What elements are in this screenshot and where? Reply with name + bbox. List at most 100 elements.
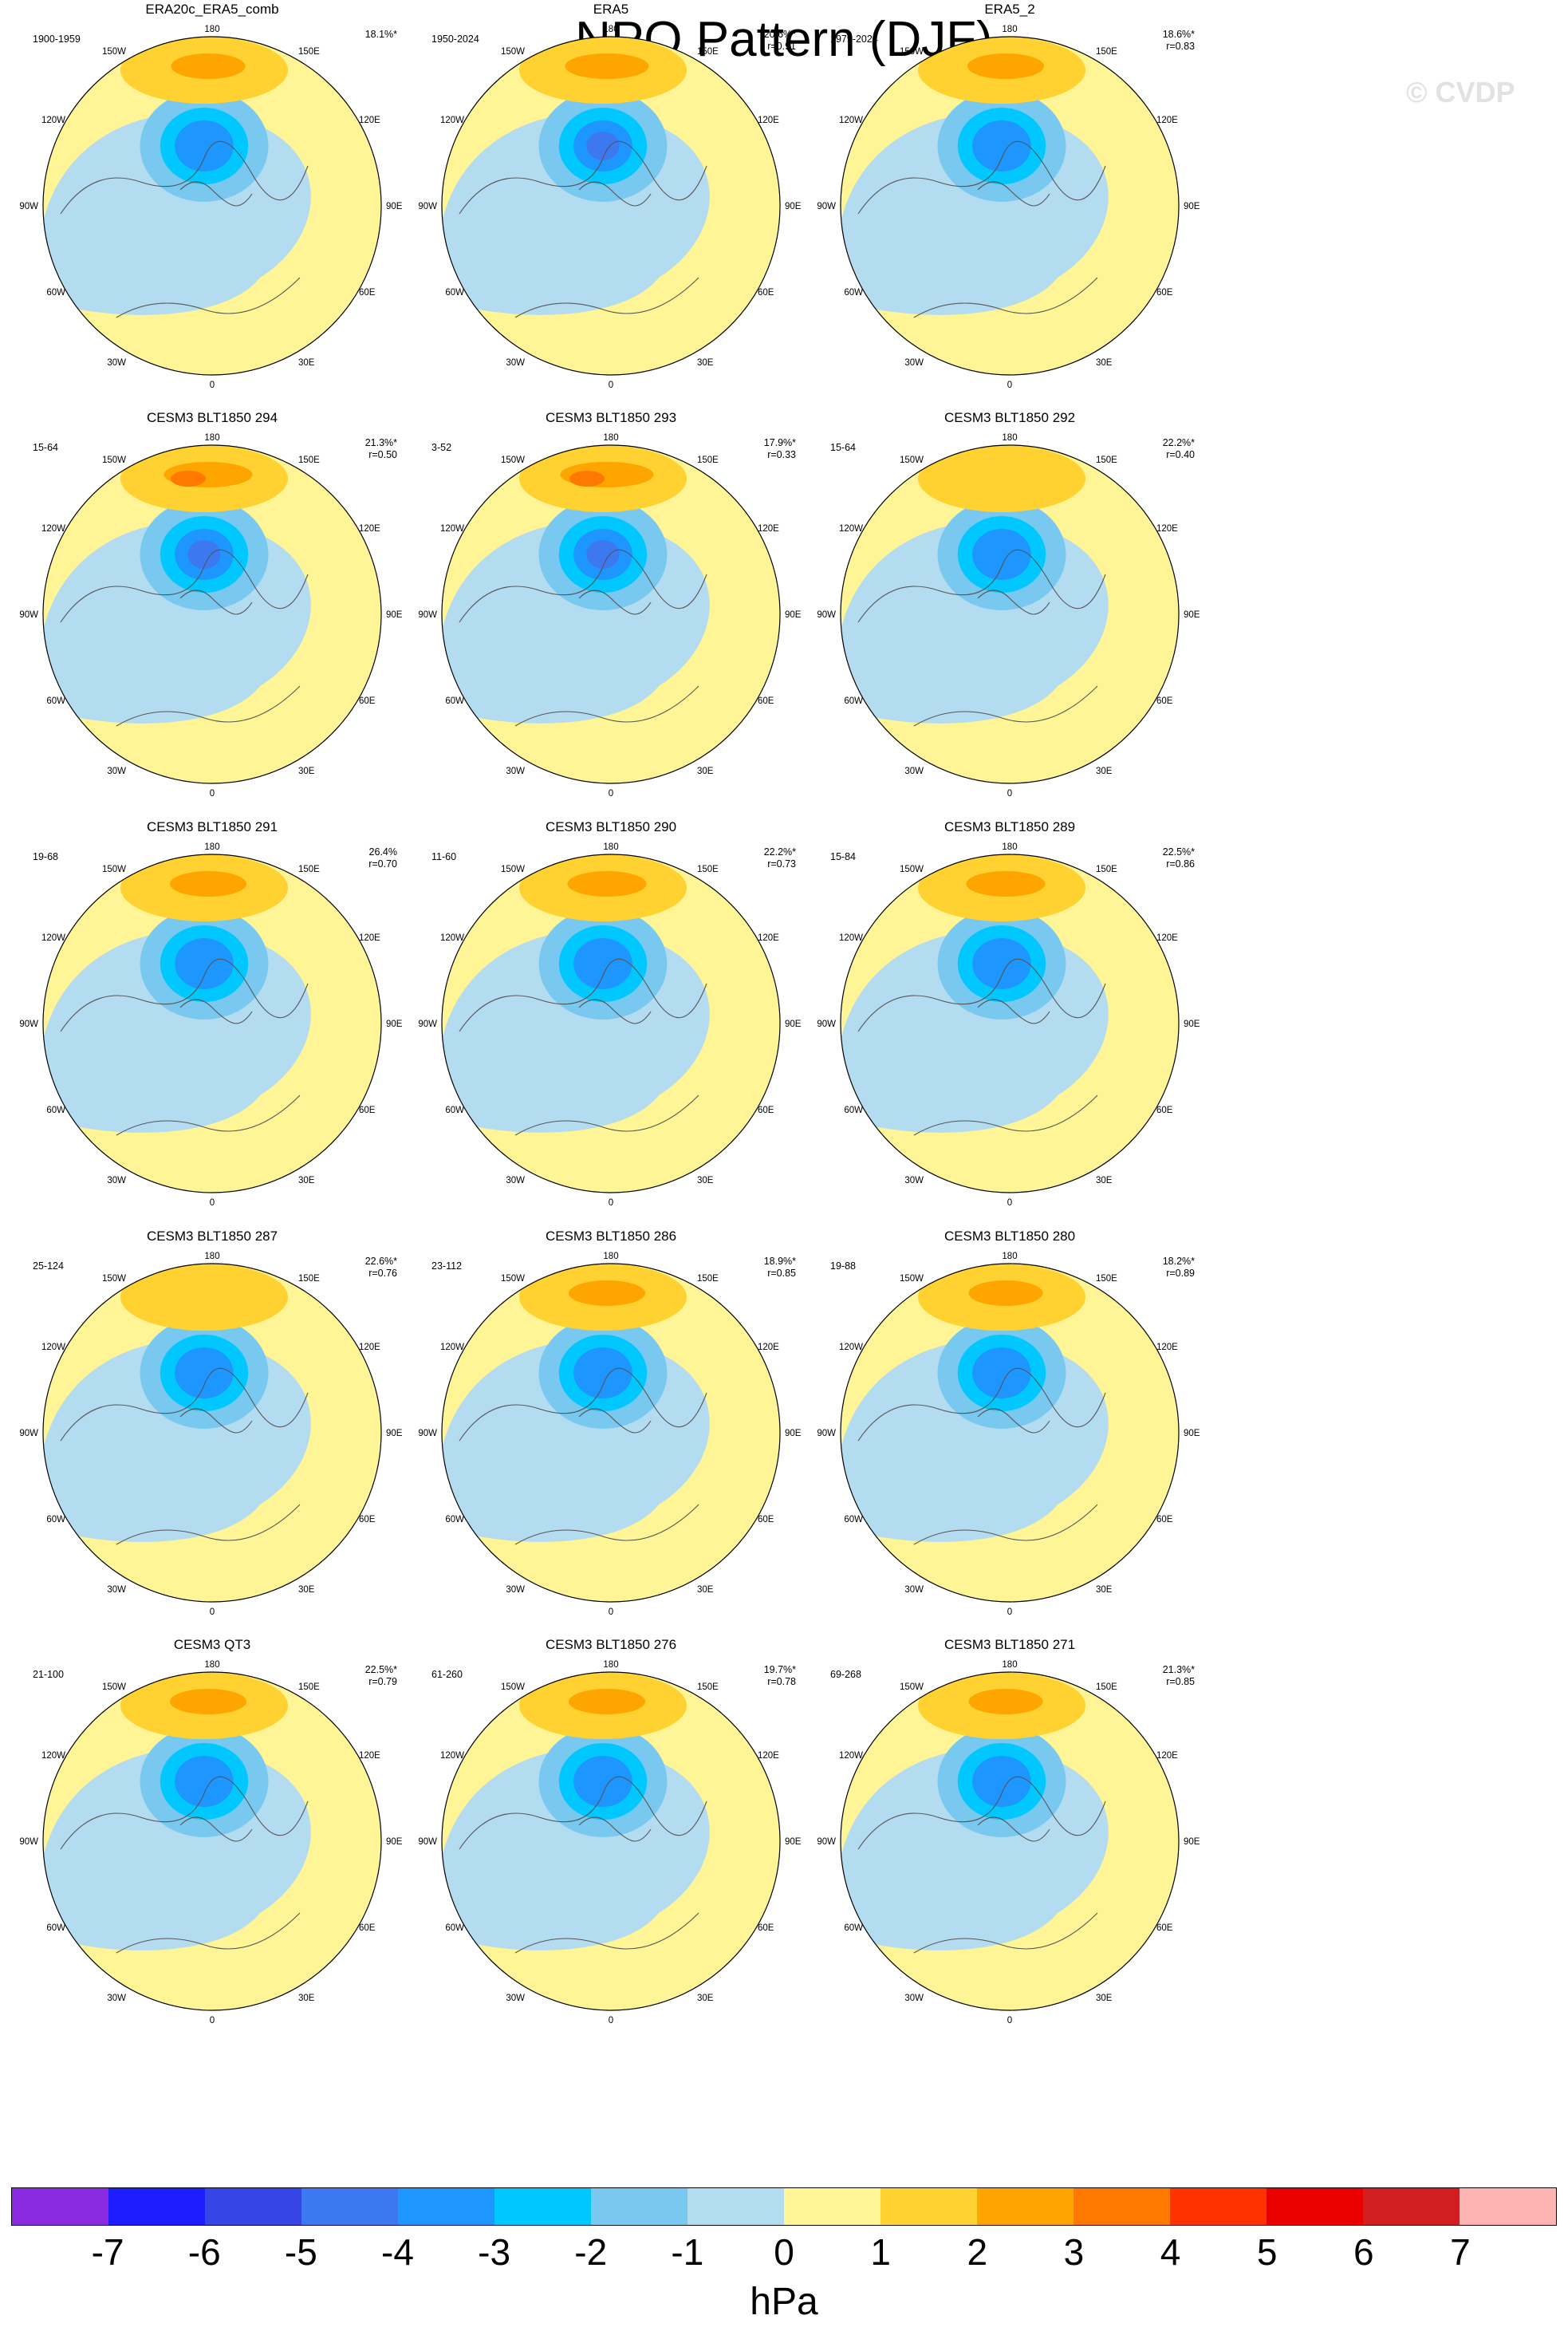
longitude-label: 180 <box>204 25 219 34</box>
longitude-label: 150W <box>102 1274 126 1284</box>
panel-title: CESM3 BLT1850 293 <box>545 410 677 425</box>
panel-year-range: 23-112 <box>431 1260 462 1272</box>
longitude-label: 180 <box>204 842 219 852</box>
longitude-label: 0 <box>210 1607 215 1617</box>
longitude-label: 60W <box>445 1923 464 1933</box>
longitude-label: 120W <box>839 1751 863 1761</box>
cvdp-watermark: © CVDP <box>1406 76 1515 108</box>
longitude-label: 0 <box>1007 1198 1012 1208</box>
longitude-label: 120E <box>359 524 380 534</box>
polar-map: 180 150W 150E 120W 120E 90W 90E 60W 60E 30W 30E 0 <box>418 842 801 1208</box>
polar-map: 180 150W 150E 120W 120E 90W 90E 60W 60E 30W 30E 0 <box>19 1252 402 1617</box>
map-boundary <box>441 1263 781 1603</box>
longitude-label: 150W <box>102 456 126 465</box>
polar-map: 180 150W 150E 120W 120E 90W 90E 60W 60E 30W 30E 0 <box>19 1660 402 2025</box>
map-boundary <box>441 854 781 1193</box>
colorbar-segment <box>1267 2188 1363 2225</box>
colorbar-segment <box>108 2188 205 2225</box>
coastlines <box>60 1776 309 1954</box>
longitude-label: 150E <box>298 865 320 874</box>
longitude-label: 30W <box>107 1176 126 1185</box>
longitude-label: 60W <box>46 1106 65 1115</box>
map-panel: ERA5_2 1979-2024 18.6%* r=0.83 180 150W 150E 12… <box>810 0 1209 408</box>
longitude-label: 30E <box>298 1994 315 2003</box>
longitude-label: 60E <box>758 696 774 706</box>
longitude-label: 120W <box>41 116 65 125</box>
longitude-label: 60E <box>359 1923 376 1933</box>
longitude-label: 60W <box>46 1923 65 1933</box>
longitude-label: 60W <box>46 1515 65 1524</box>
panel-stats: 18.2%* r=0.89 <box>1163 1256 1195 1280</box>
colorbar-segment <box>1170 2188 1267 2225</box>
colorbar-tick-label: 0 <box>774 2231 794 2273</box>
panel-pattern-correlation: r=0.85 <box>1166 1676 1195 1687</box>
map-boundary <box>42 444 382 784</box>
longitude-label: 30W <box>506 358 525 368</box>
coastlines <box>857 549 1106 727</box>
panel-title: ERA5 <box>593 2 629 17</box>
panel-year-range: 11-60 <box>431 851 457 862</box>
panel-pattern-correlation: r=0.70 <box>368 858 397 870</box>
coastlines <box>857 1367 1106 1545</box>
panel-variance-pct: 19.7%* <box>763 1664 796 1675</box>
panel-title: CESM3 QT3 <box>173 1637 251 1652</box>
high-pressure-contour <box>968 1689 1043 1714</box>
panel-title: CESM3 BLT1850 271 <box>944 1637 1076 1652</box>
panel-stats: 26.4% r=0.70 <box>368 846 397 870</box>
panel-pattern-correlation: r=0.91 <box>767 41 796 52</box>
longitude-label: 150W <box>900 47 924 57</box>
longitude-label: 90W <box>817 1020 836 1029</box>
longitude-label: 150W <box>900 456 924 465</box>
panel-variance-pct: 18.6%* <box>1162 29 1195 40</box>
longitude-label: 90E <box>785 1429 802 1438</box>
longitude-label: 30W <box>904 358 924 368</box>
map-panel: CESM3 BLT1850 287 25-124 22.6%* r=0.76 180 15… <box>13 1227 412 1635</box>
longitude-label: 30W <box>904 1994 924 2003</box>
longitude-label: 150W <box>501 1682 525 1692</box>
longitude-label: 180 <box>1002 433 1017 443</box>
panel-stats: 18.1%* <box>365 29 397 41</box>
longitude-label: 90E <box>1184 1429 1200 1438</box>
panel-pattern-correlation: r=0.86 <box>1166 858 1195 870</box>
low-pressure-contour <box>586 540 620 569</box>
longitude-label: 150W <box>102 865 126 874</box>
map-boundary <box>840 854 1180 1193</box>
longitude-label: 120W <box>440 524 464 534</box>
longitude-label: 30W <box>506 1994 525 2003</box>
longitude-label: 30W <box>904 1585 924 1595</box>
map-panel: ERA5 1950-2024 20.6%* r=0.91 180 150W 150E 120W… <box>412 0 810 408</box>
panel-pattern-correlation: r=0.85 <box>767 1268 796 1279</box>
panel-title: CESM3 BLT1850 290 <box>545 819 677 834</box>
longitude-label: 60W <box>445 1515 464 1524</box>
longitude-label: 120E <box>1156 1343 1178 1352</box>
panel-pattern-correlation: r=0.33 <box>767 449 796 460</box>
map-panel: CESM3 BLT1850 271 69-268 21.3%* r=0.85 180 15… <box>810 1635 1209 2044</box>
longitude-label: 90W <box>418 202 437 211</box>
panel-variance-pct: 18.1%* <box>364 29 397 40</box>
panel-pattern-correlation: r=0.78 <box>767 1676 796 1687</box>
longitude-label: 90E <box>1184 1020 1200 1029</box>
longitude-label: 90W <box>19 1429 38 1438</box>
polar-map: 180 150W 150E 120W 120E 90W 90E 60W 60E 30W 30E 0 <box>19 25 402 390</box>
map-panel: CESM3 QT3 21-100 22.5%* r=0.79 180 150W 150E 12… <box>13 1635 412 2044</box>
low-pressure-contour <box>175 938 234 989</box>
longitude-label: 30E <box>697 1994 714 2003</box>
colorbar-tick-label: -2 <box>574 2231 608 2273</box>
longitude-label: 30W <box>506 1585 525 1595</box>
map-panel: CESM3 BLT1850 293 3-52 17.9%* r=0.33 180 150W… <box>412 408 810 817</box>
longitude-label: 30W <box>506 1176 525 1185</box>
high-pressure-contour <box>966 871 1046 897</box>
panel-variance-pct: 21.3%* <box>364 437 397 448</box>
longitude-label: 180 <box>1002 1252 1017 1261</box>
polar-map: 180 150W 150E 120W 120E 90W 90E 60W 60E 30W 30E 0 <box>817 842 1200 1208</box>
longitude-label: 60W <box>844 1923 863 1933</box>
panel-stats: 22.6%* r=0.76 <box>365 1256 397 1280</box>
colorbar <box>11 2187 1557 2226</box>
longitude-label: 60E <box>1156 288 1173 298</box>
longitude-label: 120W <box>440 116 464 125</box>
low-pressure-contour <box>187 540 221 569</box>
longitude-label: 180 <box>1002 25 1017 34</box>
longitude-label: 180 <box>603 842 618 852</box>
longitude-label: 0 <box>609 1198 613 1208</box>
longitude-label: 0 <box>609 2016 613 2025</box>
